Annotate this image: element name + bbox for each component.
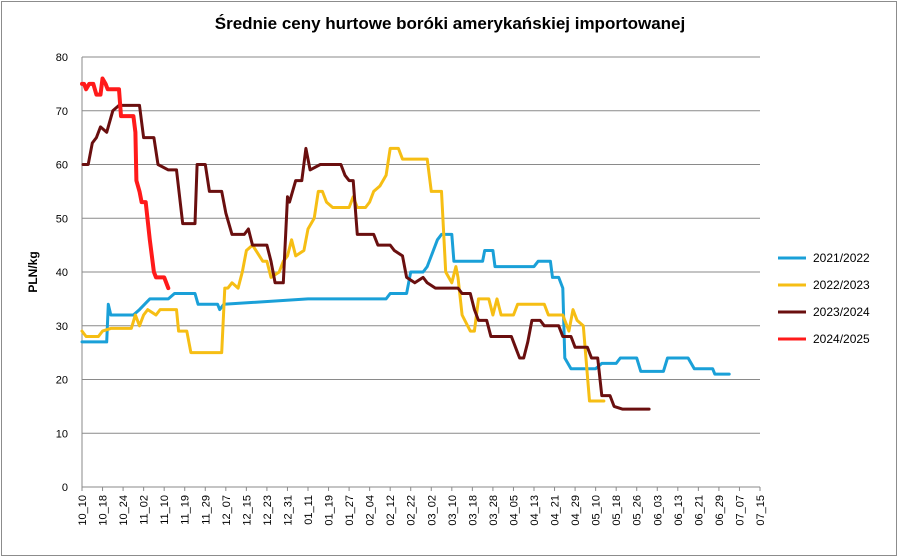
x-tick-label: 04_13 (529, 495, 541, 526)
x-tick-label: 06_29 (714, 495, 726, 526)
x-tick-label: 01_11 (303, 495, 315, 525)
x-tick-label: 12_07 (221, 495, 233, 526)
x-tick-label: 12_23 (262, 495, 274, 526)
legend-label: 2024/2025 (813, 332, 870, 346)
series-lines (80, 76, 731, 411)
y-tick-label: 10 (56, 428, 68, 440)
x-tick-label: 12_15 (241, 495, 253, 526)
x-tick-label: 05_10 (591, 495, 603, 526)
series-line-2022-2023 (80, 146, 606, 403)
y-tick-label: 20 (56, 375, 68, 387)
series-line-2024-2025 (80, 76, 171, 291)
x-tick-label: 11_10 (159, 495, 171, 525)
x-tick-label: 01_27 (344, 495, 356, 526)
x-tick-label: 11_19 (180, 495, 192, 525)
x-tick-label: 03_18 (467, 495, 479, 526)
x-tick-label: 11_02 (139, 495, 151, 525)
y-tick-labels: 0 10 20 30 40 50 60 70 80 (56, 52, 68, 494)
x-tick-label: 12_31 (282, 495, 294, 526)
legend-label: 2023/2024 (813, 305, 870, 319)
x-tick-label: 10_10 (77, 495, 89, 526)
legend-label: 2022/2023 (813, 278, 870, 292)
x-tick-label: 04_21 (550, 495, 562, 526)
legend: 2021/2022 2022/2023 2023/2024 2024/2025 (778, 251, 870, 346)
x-tick-label: 11_29 (200, 495, 212, 525)
series-line-2021-2022 (80, 232, 731, 376)
x-tick-label: 06_21 (693, 495, 705, 526)
x-tick-label: 02_22 (406, 495, 418, 526)
y-tick-label: 70 (56, 106, 68, 118)
x-tick-label: 05_26 (632, 495, 644, 526)
x-tick-label: 02_12 (385, 495, 397, 526)
x-tick-label: 02_04 (365, 495, 377, 526)
x-tick-label: 07_15 (755, 495, 767, 526)
y-axis-label: PLN/kg (26, 251, 40, 292)
x-tick-label: 01_19 (324, 495, 336, 526)
x-tick-label: 10_24 (118, 495, 130, 526)
x-tick-label: 10_18 (98, 495, 110, 526)
legend-label: 2021/2022 (813, 251, 870, 265)
gridlines (82, 56, 760, 434)
y-tick-label: 50 (56, 213, 68, 225)
series-line-2023-2024 (81, 103, 651, 411)
x-tick-label: 03_10 (447, 495, 459, 526)
x-tick-label: 03_02 (426, 495, 438, 526)
x-tick-label: 07_07 (734, 495, 746, 526)
x-tick-labels: 10_10 10_18 10_24 11_02 11_10 11_19 11_29 12_07… (77, 495, 767, 526)
x-tick-label: 06_03 (652, 495, 664, 526)
y-tick-label: 0 (62, 482, 68, 494)
y-tick-label: 40 (56, 267, 68, 279)
y-tick-label: 60 (56, 160, 68, 172)
y-tick-label: 80 (56, 52, 68, 64)
x-tick-label: 04_29 (570, 495, 582, 526)
x-tick-label: 05_18 (611, 495, 623, 526)
x-tick-label: 06_13 (673, 495, 685, 526)
x-tick-label: 03_28 (488, 495, 500, 526)
y-tick-label: 30 (56, 321, 68, 333)
x-tick-label: 04_05 (508, 495, 520, 526)
axes (81, 57, 761, 491)
chart-title: Średnie ceny hurtowe boróki amerykańskie… (214, 14, 686, 33)
